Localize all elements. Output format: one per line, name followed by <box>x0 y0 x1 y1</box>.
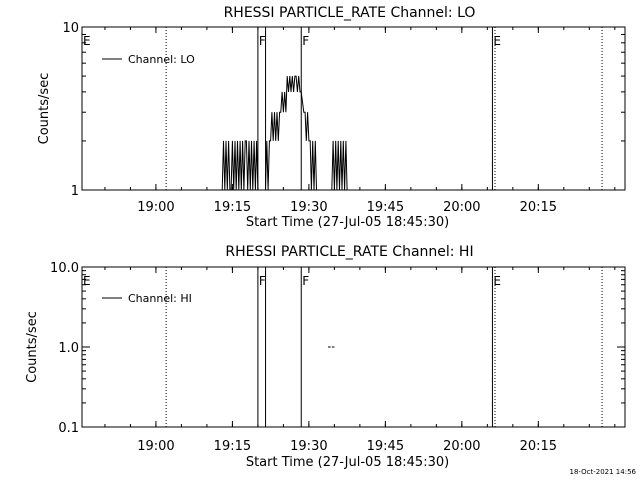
chart-panel-2: RHESSI PARTICLE_RATE Channel: HI 19:00 19:… <box>25 244 626 470</box>
event-marker-label: F <box>259 34 266 48</box>
x-tick-label: 19:30 <box>290 200 327 215</box>
x-tick-label: 20:15 <box>520 200 557 215</box>
y-tick-label: 0.1 <box>58 421 79 436</box>
x-axis-label: Start Time (27-Jul-05 18:45:30) <box>246 215 449 230</box>
data-series-line <box>265 75 320 191</box>
event-marker-label: F <box>302 34 309 48</box>
chart-title: RHESSI PARTICLE_RATE Channel: HI <box>225 244 473 260</box>
x-tick-label: 20:00 <box>443 439 480 454</box>
event-marker-label: F <box>302 274 309 288</box>
event-marker-label: E <box>493 34 501 48</box>
x-tick-label: 19:00 <box>137 200 174 215</box>
y-axis-label: Counts/sec <box>25 311 40 383</box>
data-series-line <box>221 140 259 191</box>
y-tick-label: 10 <box>62 21 79 36</box>
event-marker-label: F <box>259 274 266 288</box>
x-tick-label: 19:45 <box>367 439 404 454</box>
chart-title: RHESSI PARTICLE_RATE Channel: LO <box>224 5 476 21</box>
y-axis-label: Counts/sec <box>37 73 52 145</box>
legend: Channel: LO <box>102 53 195 66</box>
x-tick-label: 19:15 <box>214 439 251 454</box>
x-tick-label: 19:30 <box>290 439 327 454</box>
data-series-line <box>331 140 348 191</box>
x-tick-label: 19:15 <box>214 200 251 215</box>
x-tick-label: 19:45 <box>367 200 404 215</box>
y-tick-label: 1.0 <box>58 341 79 356</box>
plot-frame <box>81 26 626 191</box>
y-tick-label: 1 <box>71 184 79 199</box>
chart-panel-1: RHESSI PARTICLE_RATE Channel: LO 19:00 19:… <box>37 5 626 230</box>
plot-frame <box>81 266 626 428</box>
y-tick-label: 10.0 <box>50 261 79 276</box>
event-marker-label: E <box>83 34 91 48</box>
event-marker-label: E <box>493 274 501 288</box>
timestamp: 18-Oct-2021 14:56 <box>569 468 636 476</box>
legend-label: Channel: LO <box>128 53 195 66</box>
x-tick-label: 20:00 <box>443 200 480 215</box>
event-marker-label: E <box>83 274 91 288</box>
x-tick-label: 20:15 <box>520 439 557 454</box>
x-tick-label: 19:00 <box>137 439 174 454</box>
legend-label: Channel: HI <box>128 292 192 305</box>
legend: Channel: HI <box>102 292 192 305</box>
x-axis-label: Start Time (27-Jul-05 18:45:30) <box>246 455 449 470</box>
